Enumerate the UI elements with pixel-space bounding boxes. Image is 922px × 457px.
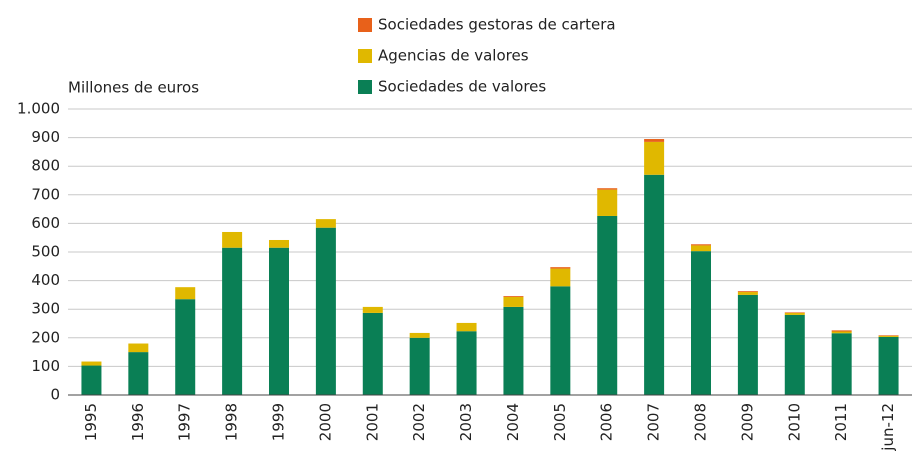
bar-segment: [644, 174, 665, 395]
bar-segment: [597, 215, 618, 395]
bar-segment: [362, 306, 383, 313]
bar-segment: [128, 352, 149, 395]
bar-segment: [503, 306, 524, 395]
bar-segment: [737, 292, 758, 295]
y-tick-label: 600: [31, 214, 60, 232]
bar-segment: [222, 247, 243, 395]
y-tick-label: 200: [31, 328, 60, 346]
bar-segment: [362, 312, 383, 395]
bar-segment: [81, 361, 102, 366]
y-tick-label: 700: [31, 185, 60, 203]
bar-segment: [597, 189, 618, 216]
bar-segment: [878, 335, 899, 336]
x-tick-label: 2003: [457, 403, 475, 441]
bar-segment: [175, 287, 196, 300]
y-axis-label: Millones de euros: [68, 79, 199, 97]
bar-segment: [831, 331, 852, 334]
y-tick-label: 900: [31, 128, 60, 146]
bar-segment: [503, 296, 524, 297]
bar-segment: [81, 365, 102, 395]
bar-segment: [503, 296, 524, 307]
bar-segment: [691, 244, 711, 246]
bar-segment: [550, 286, 571, 395]
bar-segment: [597, 188, 618, 190]
x-tick-label: 1995: [82, 403, 100, 441]
bar-segment: [315, 227, 336, 395]
bar-segment: [550, 267, 571, 269]
y-tick-label: 300: [31, 300, 60, 318]
bar-segment: [550, 268, 571, 287]
y-tick-label: 1.000: [17, 100, 60, 118]
bar-segment: [644, 139, 665, 142]
y-tick-label: 400: [31, 271, 60, 289]
bar-segment: [737, 294, 758, 395]
bar-segment: [878, 335, 899, 337]
legend-label: Sociedades de valores: [378, 78, 546, 96]
bar-segment: [691, 245, 711, 252]
bar-segment: [128, 343, 149, 353]
legend-swatch: [358, 49, 372, 63]
x-tick-label: jun-12: [879, 403, 897, 452]
bar-segment: [175, 299, 196, 395]
bar-segment: [784, 312, 805, 315]
x-tick-label: 1999: [270, 403, 288, 441]
bar-segment: [269, 247, 289, 395]
bar-segment: [784, 314, 805, 395]
x-tick-label: 2008: [692, 403, 710, 441]
bar-segment: [737, 291, 758, 293]
bar-segment: [878, 336, 899, 395]
x-tick-label: 1997: [176, 403, 194, 441]
x-tick-label: 2009: [738, 403, 756, 441]
x-tick-label: 2010: [785, 403, 803, 441]
bar-segment: [315, 219, 336, 228]
y-tick-label: 800: [31, 157, 60, 175]
bar-segment: [831, 333, 852, 395]
bar-segment: [644, 141, 665, 175]
bar-segment: [784, 312, 805, 313]
legend-swatch: [358, 80, 372, 94]
x-tick-label: 2002: [410, 403, 428, 441]
x-tick-label: 2007: [645, 403, 663, 441]
x-tick-label: 2005: [551, 403, 569, 441]
bar-segment: [691, 251, 711, 395]
legend-label: Sociedades gestoras de cartera: [378, 16, 616, 34]
bar-segment: [409, 332, 430, 338]
bar-segment: [456, 322, 477, 332]
x-tick-label: 2006: [598, 403, 616, 441]
x-tick-label: 1996: [129, 403, 147, 441]
bar-segment: [409, 337, 430, 395]
legend-label: Agencias de valores: [378, 47, 529, 65]
legend-swatch: [358, 18, 372, 32]
bar-segment: [222, 231, 243, 248]
bar-segment: [831, 330, 852, 332]
x-tick-label: 1998: [223, 403, 241, 441]
y-tick-label: 100: [31, 357, 60, 375]
x-tick-label: 2000: [316, 403, 334, 441]
x-tick-label: 2001: [363, 403, 381, 441]
bar-segment: [269, 239, 289, 248]
y-tick-label: 500: [31, 243, 60, 261]
x-tick-label: 2011: [832, 403, 850, 441]
bar-segment: [456, 331, 477, 395]
y-tick-label: 0: [50, 386, 60, 404]
x-tick-label: 2004: [504, 403, 522, 441]
